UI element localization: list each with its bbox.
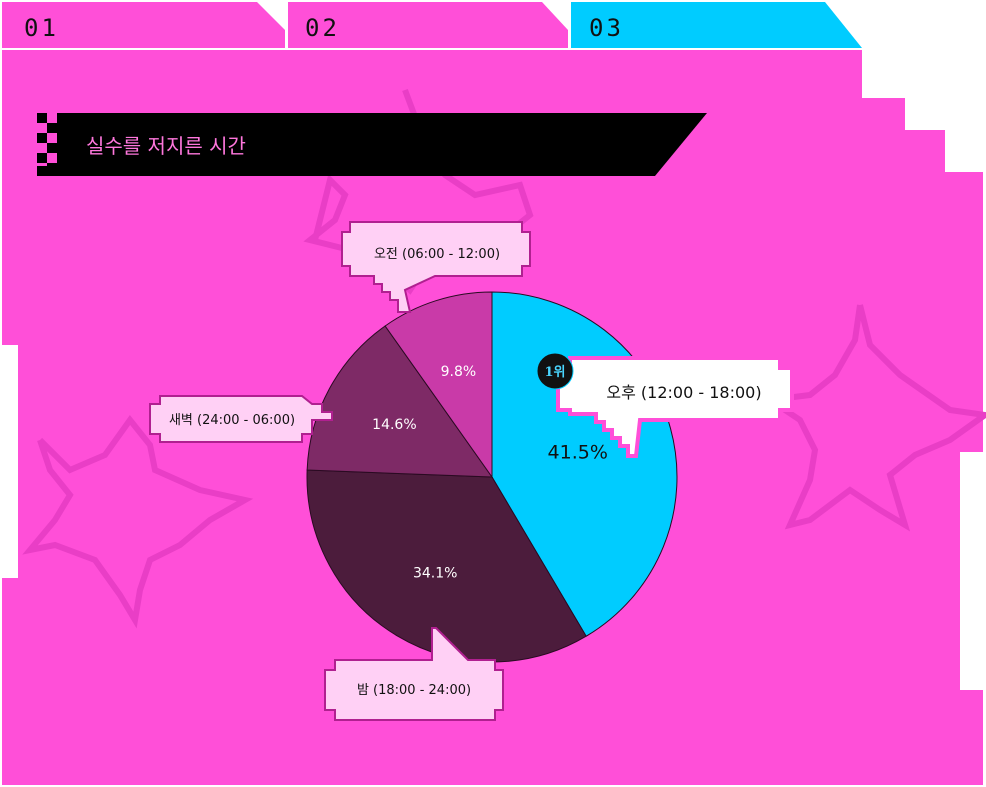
tab-02-label: 02 — [305, 14, 340, 42]
pie-label-dawn: 14.6% — [372, 417, 416, 433]
callout-morning-label: 오전 (06:00 - 12:00) — [374, 247, 500, 262]
tab-01-label: 01 — [24, 14, 59, 42]
pie-label-afternoon: 41.5% — [548, 442, 608, 464]
section-header: 실수를 저지른 시간 — [37, 113, 707, 176]
tab-03-label: 03 — [589, 14, 624, 42]
tab-03[interactable]: 03 — [571, 2, 862, 48]
tab-01[interactable]: 01 — [2, 2, 285, 48]
tab-bar: 01 02 03 — [2, 2, 862, 48]
tab-02[interactable]: 02 — [288, 2, 568, 48]
pie-label-morning: 9.8% — [441, 364, 477, 380]
callout-afternoon-label: 오후 (12:00 - 18:00) — [606, 383, 761, 402]
rank-badge-label: 1위 — [544, 365, 565, 380]
pie-chart: 41.5% 34.1% 14.6% 9.8% — [307, 292, 677, 662]
section-title: 실수를 저지른 시간 — [86, 134, 246, 158]
callout-dawn-label: 새벽 (24:00 - 06:00) — [169, 413, 295, 428]
pie-label-night: 34.1% — [413, 565, 457, 581]
callout-night-label: 밤 (18:00 - 24:00) — [357, 683, 471, 698]
